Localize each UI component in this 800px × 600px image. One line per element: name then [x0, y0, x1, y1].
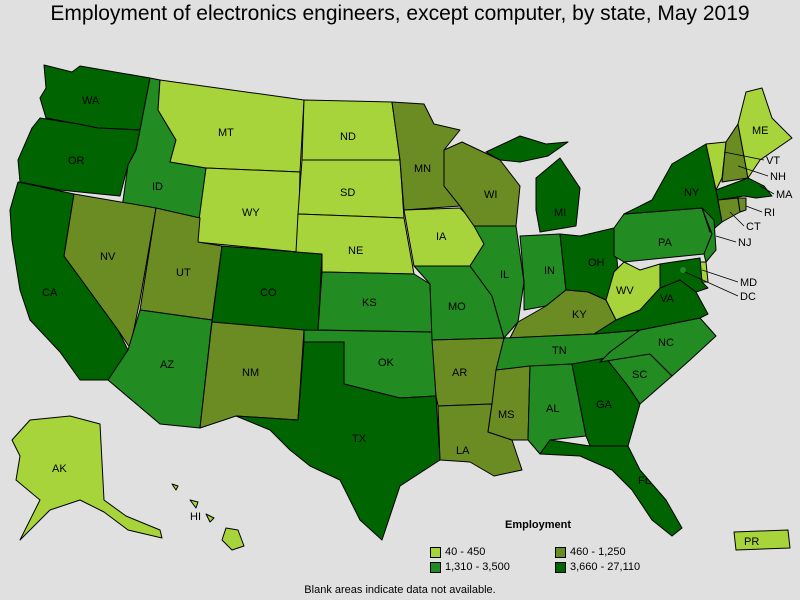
label-TX: TX [352, 433, 367, 445]
label-NE: NE [348, 245, 363, 257]
label-UT: UT [176, 267, 191, 279]
label-VA: VA [660, 293, 675, 305]
legend-swatch-2 [555, 546, 566, 558]
legend-title: Employment [505, 519, 572, 531]
footnote: Blank areas indicate data not available. [304, 584, 496, 596]
state-MI-up[interactable] [485, 135, 569, 163]
label-TN: TN [552, 345, 567, 357]
label-PA: PA [658, 237, 673, 249]
label-ME: ME [752, 125, 769, 137]
legend-item-2: 460 - 1,250 [555, 546, 626, 558]
legend-label-3: 1,310 - 3,500 [445, 561, 510, 573]
state-PA[interactable] [613, 207, 713, 263]
label-WI: WI [484, 189, 497, 201]
state-PR[interactable] [733, 529, 791, 551]
label-AR: AR [452, 367, 467, 379]
legend-swatch-1 [430, 546, 441, 558]
label-CT: CT [746, 221, 761, 233]
legend-label-2: 460 - 1,250 [570, 546, 626, 558]
state-MT[interactable] [157, 79, 305, 173]
label-leaders [684, 151, 775, 297]
label-WY: WY [242, 207, 260, 219]
state-TX[interactable] [235, 341, 441, 541]
label-ID: ID [152, 181, 163, 193]
label-CO: CO [260, 287, 277, 299]
legend-item-1: 40 - 450 [430, 546, 485, 558]
label-MD: MD [740, 277, 757, 289]
label-OK: OK [378, 357, 395, 369]
label-GA: GA [596, 399, 613, 411]
state-RI[interactable] [737, 197, 747, 213]
label-OH: OH [588, 257, 605, 269]
label-SD: SD [340, 187, 355, 199]
label-OR: OR [68, 155, 85, 167]
legend-item-3: 1,310 - 3,500 [430, 561, 510, 573]
label-IN: IN [544, 265, 555, 277]
label-SC: SC [632, 369, 647, 381]
label-WV: WV [616, 285, 634, 297]
label-CA: CA [42, 287, 58, 299]
label-MN: MN [414, 163, 431, 175]
label-AL: AL [546, 403, 559, 415]
label-NY: NY [684, 187, 700, 199]
state-DC[interactable] [680, 267, 686, 273]
label-IA: IA [436, 231, 447, 243]
state-OR[interactable] [17, 117, 141, 197]
legend-label-1: 40 - 450 [445, 546, 486, 558]
label-AZ: AZ [160, 359, 174, 371]
label-AK: AK [52, 463, 67, 475]
state-IL[interactable] [469, 225, 525, 339]
label-FL: FL [638, 475, 651, 487]
state-AK[interactable] [11, 415, 163, 541]
legend-swatch-3 [430, 561, 441, 573]
label-ND: ND [340, 131, 356, 143]
legend-swatch-4 [555, 561, 566, 573]
label-KS: KS [362, 297, 377, 309]
label-KY: KY [572, 309, 587, 321]
label-LA: LA [456, 445, 470, 457]
label-MA: MA [776, 189, 793, 201]
label-WA: WA [82, 95, 100, 107]
state-NC[interactable] [599, 317, 717, 377]
label-MI: MI [554, 207, 566, 219]
label-MT: MT [218, 127, 234, 139]
state-MI[interactable] [535, 157, 581, 233]
label-VT: VT [766, 155, 780, 167]
state-HI[interactable] [171, 483, 245, 551]
label-NJ: NJ [738, 237, 751, 249]
state-ME[interactable] [737, 87, 793, 179]
label-MS: MS [498, 409, 515, 421]
label-MO: MO [448, 301, 466, 313]
label-DC: DC [740, 291, 756, 303]
label-NH: NH [770, 171, 786, 183]
label-HI: HI [190, 511, 201, 523]
label-PR: PR [744, 536, 759, 548]
state-ND[interactable] [301, 99, 401, 161]
state-labels: WA OR CA ID NV MT WY UT AZ CO NM ND SD N… [42, 95, 793, 548]
state-FL[interactable] [539, 439, 683, 537]
legend-label-4: 3,660 - 27,110 [570, 561, 641, 573]
legend-item-4: 3,660 - 27,110 [555, 561, 640, 573]
label-IL: IL [500, 269, 509, 281]
map-title: Employment of electronics engineers, exc… [50, 2, 750, 25]
label-RI: RI [764, 207, 775, 219]
label-NM: NM [242, 367, 259, 379]
label-NV: NV [100, 251, 116, 263]
label-NC: NC [658, 337, 674, 349]
state-MD[interactable] [659, 257, 709, 293]
